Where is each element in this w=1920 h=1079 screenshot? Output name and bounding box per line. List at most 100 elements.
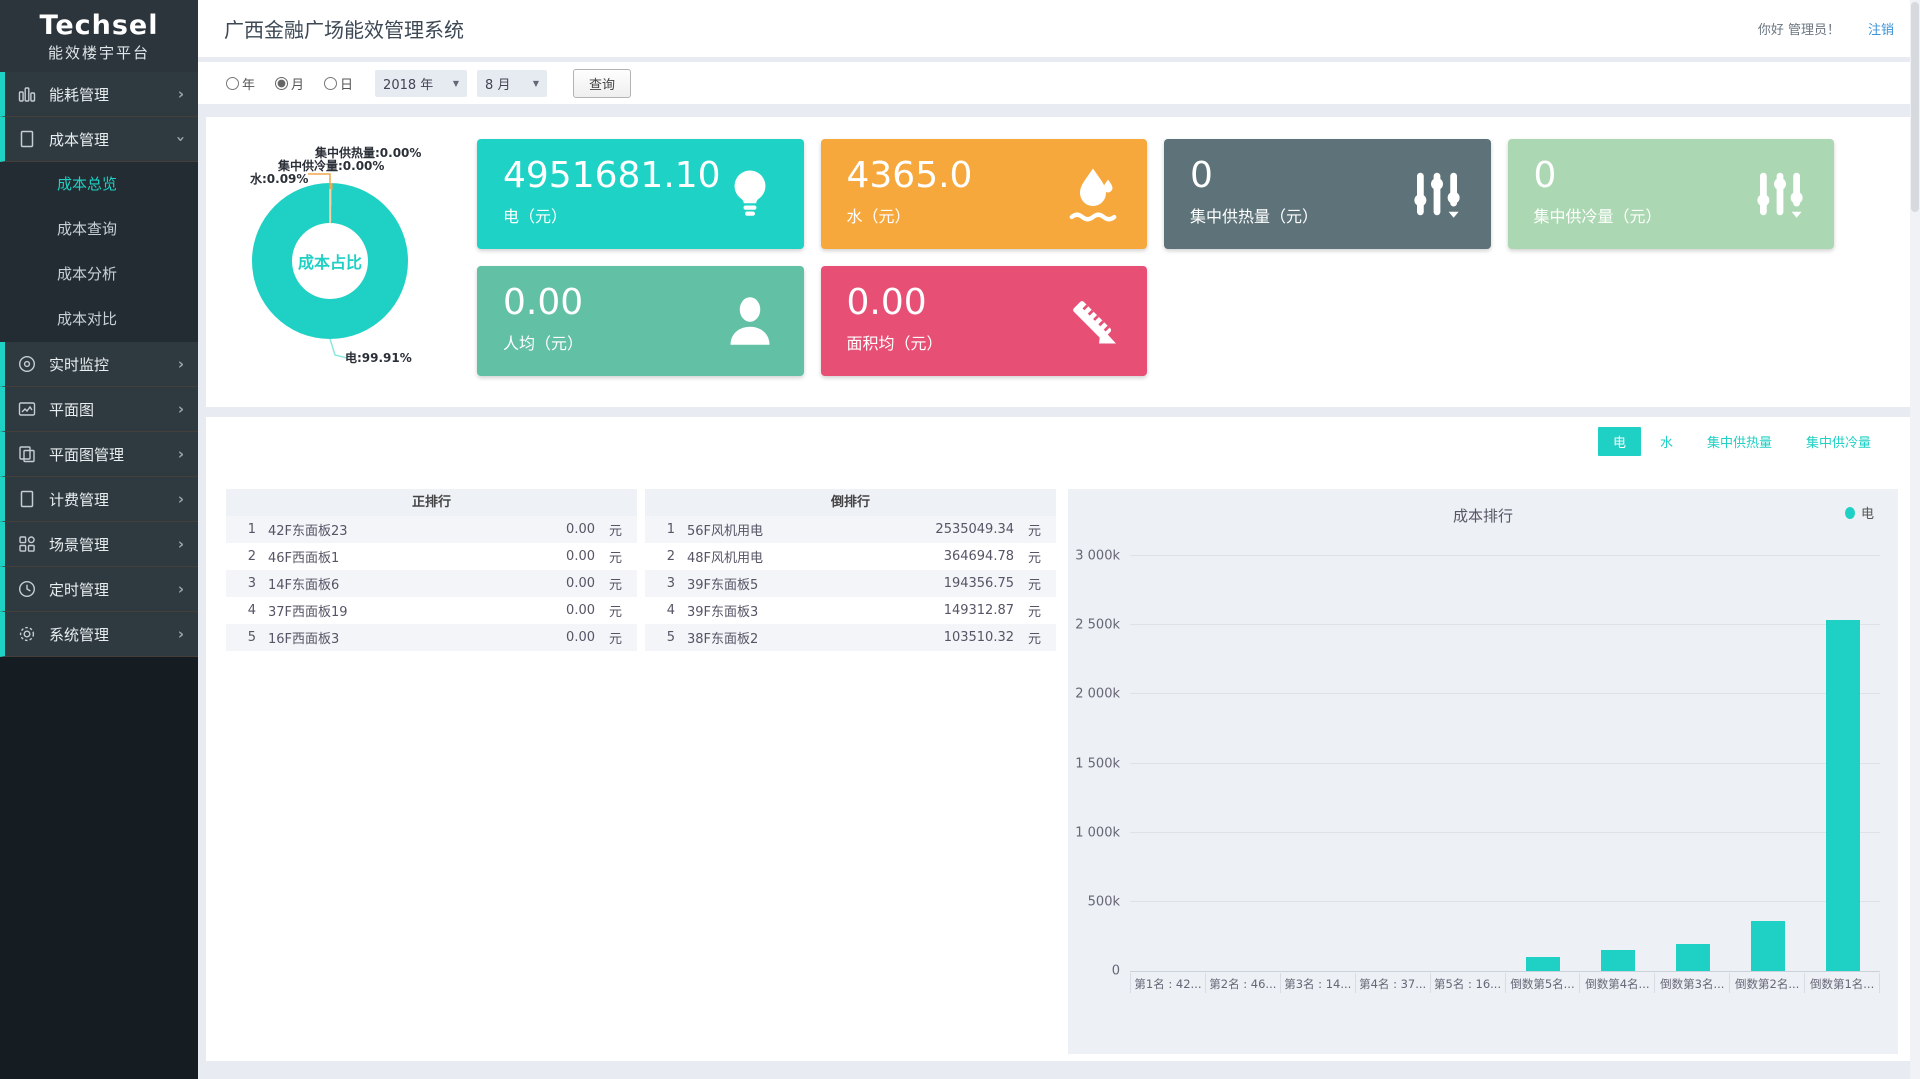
meter-name: 14F东面板6 xyxy=(268,578,340,593)
sidebar-item-cost[interactable]: 成本管理 › xyxy=(0,117,198,162)
kpi-card-per-area: 0.00 面积均（元） xyxy=(820,266,1147,376)
meter-name: 39F东面板5 xyxy=(687,578,759,593)
gear-icon xyxy=(17,624,37,644)
period-radio-input[interactable] xyxy=(226,76,239,90)
positive-rank-rows: 1 42F东面板23 0.00 元 2 46F西面板1 0.00 元 3 14F东面板6 0.00 元… xyxy=(226,516,637,651)
month-select[interactable]: 8 月 ▼ xyxy=(477,69,548,97)
bar-slot xyxy=(1580,556,1655,971)
bar-slot xyxy=(1730,556,1805,971)
cost-value: 0.00 xyxy=(566,630,595,645)
donut-label-electricity: 电:99.91% xyxy=(345,351,412,365)
kpi-cards: 4951681.10 电（元） 4365.0 水（元） 0 集中供热量（元） 0 集中供冷量（… xyxy=(471,117,1912,407)
positive-rank-row: 4 37F西面板19 0.00 元 xyxy=(226,597,637,624)
y-axis-tick-label: 2 500k xyxy=(1075,617,1120,633)
bar-倒数第5名... xyxy=(1525,956,1560,971)
rank-number: 4 xyxy=(666,603,675,618)
donut-label-water: 水:0.09% xyxy=(250,172,309,186)
sidebar-item-label: 实时监控 xyxy=(49,355,110,374)
year-select-value: 2018 年 xyxy=(383,77,434,93)
chart-x-axis-labels: 第1名 : 42... 第2名 : 46... 第3名 : 14... 第4名 : 3… xyxy=(1130,973,1881,993)
meter-name: 39F东面板3 xyxy=(687,605,759,620)
bar-倒数第3名... xyxy=(1675,944,1710,971)
sidebar-menu: 能耗管理 › 成本管理 › 成本总览 成本查询 成本分析 成本对比 实时监控 › 平面图 › 平面图管理… xyxy=(0,72,198,657)
sidebar-item-label: 计费管理 xyxy=(49,490,110,509)
y-axis-tick-label: 1 500k xyxy=(1075,756,1120,771)
month-select-value: 8 月 xyxy=(485,77,511,93)
filter-bar: 年 月 日 2018 年 ▼ 8 月 ▼ 查询 xyxy=(198,62,1920,104)
tab-电[interactable]: 电 xyxy=(1597,427,1641,456)
period-radio-月[interactable]: 月 xyxy=(275,74,304,93)
positive-rank-table: 正排行 1 42F东面板23 0.00 元 2 46F西面板1 0.00 元 3 14F东面板6 0… xyxy=(226,489,637,651)
sidebar-item-energy[interactable]: 能耗管理 › xyxy=(0,72,198,117)
kpi-card-electricity: 4951681.10 电（元） xyxy=(477,139,804,249)
negative-rank-row: 1 56F风机用电 2535049.34 元 xyxy=(645,516,1056,543)
y-axis-tick-label: 500k xyxy=(1087,894,1120,910)
period-radio-group: 年月日 xyxy=(226,74,353,93)
rank-number: 3 xyxy=(666,576,675,591)
meter-name: 46F西面板1 xyxy=(268,551,340,566)
period-radio-input[interactable] xyxy=(324,76,338,90)
scrollbar[interactable] xyxy=(1910,0,1920,1079)
clock-icon xyxy=(17,579,37,599)
chevron-down-icon: ▼ xyxy=(452,78,460,88)
sidebar-item-billing-mgmt[interactable]: 计费管理 › xyxy=(0,477,198,522)
positive-rank-row: 3 14F东面板6 0.00 元 xyxy=(226,570,637,597)
period-radio-label: 日 xyxy=(340,77,354,93)
year-select[interactable]: 2018 年 ▼ xyxy=(375,69,468,97)
sidebar-item-floorplan-mgmt[interactable]: 平面图管理 › xyxy=(0,432,198,477)
chevron-right-icon: › xyxy=(177,535,184,553)
sidebar-item-system-mgmt[interactable]: 系统管理 › xyxy=(0,612,198,657)
bar-倒数第2名... xyxy=(1750,920,1785,971)
sidebar-subitem-cost-analysis[interactable]: 成本分析 xyxy=(57,265,118,283)
cost-unit: 元 xyxy=(609,632,623,647)
meter-name: 42F东面板23 xyxy=(268,524,348,539)
rank-number: 1 xyxy=(666,522,675,537)
scrollbar-thumb[interactable] xyxy=(1911,2,1919,212)
sidebar-item-timer-mgmt[interactable]: 定时管理 › xyxy=(0,567,198,612)
y-axis-tick-label: 1 000k xyxy=(1075,825,1120,841)
sidebar-subitem-cost-overview[interactable]: 成本总览 xyxy=(57,175,118,193)
sidebar-item-label: 定时管理 xyxy=(49,580,110,599)
logout-link[interactable]: 注销 xyxy=(1867,23,1894,38)
x-axis-category-label: 第2名 : 46... xyxy=(1204,973,1280,993)
sidebar-item-label: 平面图 xyxy=(49,400,95,419)
period-radio-年[interactable]: 年 xyxy=(226,74,255,93)
bar-slot xyxy=(1505,556,1580,971)
x-axis-category-label: 倒数第4名... xyxy=(1579,973,1654,993)
grid-icon xyxy=(17,534,37,554)
query-button[interactable]: 查询 xyxy=(573,68,632,98)
positive-rank-row: 5 16F西面板3 0.00 元 xyxy=(226,624,637,651)
sidebar-item-scene-mgmt[interactable]: 场景管理 › xyxy=(0,522,198,567)
tab-集中供热量[interactable]: 集中供热量 xyxy=(1706,436,1772,451)
bar-slot xyxy=(1655,556,1730,971)
chart-gridline xyxy=(1130,555,1880,556)
negative-rank-rows: 1 56F风机用电 2535049.34 元 2 48F风机用电 364694.78 元 3 39… xyxy=(645,516,1056,651)
tab-集中供冷量[interactable]: 集中供冷量 xyxy=(1805,436,1871,451)
cost-unit: 元 xyxy=(1028,524,1042,539)
bar-slot xyxy=(1805,556,1880,971)
sidebar-item-floorplan[interactable]: 平面图 › xyxy=(0,387,198,432)
meter-name: 38F东面板2 xyxy=(687,632,759,647)
cost-value: 103510.32 xyxy=(943,630,1014,645)
cost-unit: 元 xyxy=(609,524,623,539)
sidebar-subitem-cost-compare[interactable]: 成本对比 xyxy=(57,310,118,328)
chevron-down-icon: › xyxy=(171,135,190,143)
cost-value: 194356.75 xyxy=(943,576,1014,591)
rank-tables: 正排行 1 42F东面板23 0.00 元 2 46F西面板1 0.00 元 3 14F东面板6 0… xyxy=(226,489,1056,651)
page-title: 广西金融广场能效管理系统 xyxy=(224,18,464,42)
sidebar-subitem-cost-query[interactable]: 成本查询 xyxy=(57,220,118,238)
chart-gridline xyxy=(1130,624,1880,626)
cost-unit: 元 xyxy=(1028,632,1042,647)
cost-unit: 元 xyxy=(609,605,623,620)
x-axis-category-label: 第5名 : 16... xyxy=(1429,973,1505,993)
tab-水[interactable]: 水 xyxy=(1659,436,1673,451)
sidebar-submenu-cost: 成本总览成本查询成本分析成本对比 xyxy=(0,162,198,342)
period-radio-日[interactable]: 日 xyxy=(324,74,353,93)
bar-slot xyxy=(1280,556,1355,971)
chart-legend: 电 xyxy=(1844,503,1874,522)
brand-tagline: 能效楼宇平台 xyxy=(47,44,150,62)
billing-icon xyxy=(17,489,37,509)
sidebar-item-realtime-monitor[interactable]: 实时监控 › xyxy=(0,342,198,387)
chevron-right-icon: › xyxy=(177,580,184,598)
period-radio-input[interactable] xyxy=(275,76,289,90)
